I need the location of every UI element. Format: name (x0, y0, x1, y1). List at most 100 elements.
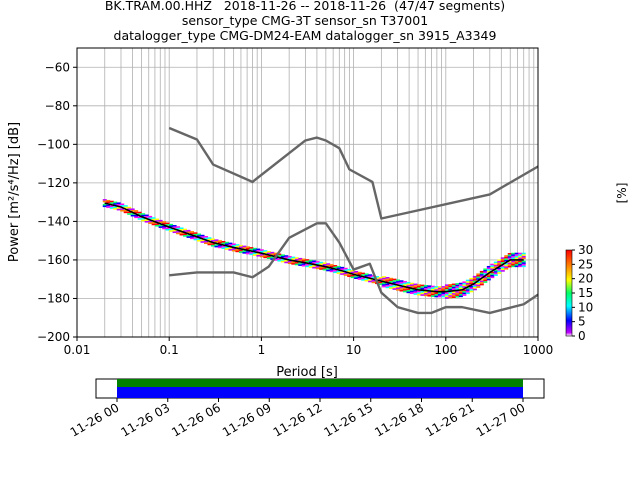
heatmap-cell (224, 248, 229, 250)
heatmap-cell (420, 292, 425, 295)
heatmap-cell (137, 213, 142, 215)
heatmap-cell (252, 254, 257, 256)
heatmap-cell (326, 269, 331, 272)
heatmap-cell (430, 295, 435, 297)
heatmap-cell (462, 284, 467, 287)
heatmap-cell (486, 267, 491, 270)
heatmap-cell (409, 282, 414, 285)
heatmap-cell (500, 260, 505, 263)
heatmap-cell (172, 231, 177, 234)
heatmap-cell (242, 247, 247, 249)
heatmap-cell (312, 262, 317, 264)
heatmap-cell (469, 289, 474, 291)
heatmap-cell (371, 279, 376, 282)
timeline-tick-label: 11-26 00 (68, 400, 122, 439)
heatmap-cell (224, 246, 229, 249)
x-tick-label: 1000 (523, 343, 554, 357)
heatmap-cell (113, 207, 118, 210)
heatmap-cell (277, 253, 282, 256)
heatmap-cell (427, 286, 432, 289)
heatmap-cell (472, 279, 477, 281)
heatmap-cell (476, 283, 481, 285)
heatmap-cell (483, 278, 488, 280)
heatmap-cell (444, 295, 449, 298)
heatmap-cell (420, 294, 425, 296)
heatmap-cell (329, 268, 334, 271)
heatmap-cell (476, 278, 481, 280)
heatmap-cell (472, 277, 477, 280)
heatmap-cell (207, 238, 212, 241)
heatmap-cell (315, 261, 320, 263)
y-tick-label: −80 (45, 99, 70, 113)
heatmap-cell (343, 274, 348, 276)
heatmap-cell (210, 238, 215, 241)
heatmap-cell (333, 269, 338, 272)
heatmap-cell (357, 271, 362, 274)
heatmap-cell (137, 216, 142, 219)
heatmap-cell (151, 223, 156, 226)
heatmap-cell (371, 276, 376, 279)
x-tick-label: 0.1 (160, 343, 179, 357)
heatmap-cell (343, 267, 348, 270)
heatmap-cell (476, 276, 481, 279)
heatmap-cell (511, 263, 516, 266)
heatmap-cell (490, 271, 495, 274)
plot-frame (76, 47, 539, 338)
heatmap-cell (406, 289, 411, 292)
heatmap-cell (479, 282, 484, 284)
heatmap-cell (483, 279, 488, 282)
heatmap-cell (403, 287, 408, 290)
heatmap-cell (228, 242, 233, 245)
heatmap-cell (497, 270, 502, 273)
heatmap-cell (287, 256, 292, 258)
heatmap-cell (162, 226, 167, 228)
heatmap-cell (273, 259, 278, 261)
colorbar-tick-label: 0 (578, 329, 586, 343)
heatmap-cell (354, 270, 359, 273)
heatmap-cell (280, 254, 285, 256)
heatmap-cell (308, 261, 313, 264)
heatmap-cell (183, 228, 188, 231)
heatmap-cell (179, 229, 184, 231)
heatmap-cell (162, 227, 167, 230)
heatmap-cell (120, 203, 125, 206)
heatmap-cell (437, 295, 442, 298)
heatmap-cell (350, 276, 355, 279)
heatmap-cell (490, 274, 495, 277)
heatmap-cell (497, 269, 502, 271)
heatmap-cell (511, 265, 516, 268)
heatmap-cell (130, 208, 135, 211)
y-tick-label: −200 (37, 330, 70, 344)
heatmap-cell (172, 225, 177, 227)
heatmap-cell (210, 243, 215, 245)
heatmap-cell (259, 255, 264, 258)
heatmap-cell (504, 255, 509, 257)
heatmap-cell (319, 263, 324, 266)
heatmap-cell (179, 232, 184, 234)
heatmap-cell (497, 262, 502, 265)
heatmap-cell (284, 255, 289, 257)
heatmap-cell (385, 276, 390, 279)
heatmap-cell (270, 256, 275, 259)
heatmap-cell (521, 254, 526, 256)
heatmap-cell (483, 276, 488, 279)
heatmap-cell (486, 273, 491, 276)
heatmap-cell (245, 251, 250, 253)
heatmap-cell (116, 208, 121, 211)
heatmap-cell (113, 201, 118, 204)
heatmap-cell (507, 264, 512, 266)
heatmap-cell (364, 273, 369, 276)
heatmap-cell (382, 276, 387, 278)
heatmap-cell (259, 249, 264, 251)
heatmap-cell (193, 238, 198, 241)
heatmap-cell (486, 275, 491, 278)
heatmap-cell (333, 266, 338, 269)
heatmap-cell (382, 279, 387, 281)
x-tick-label: 10 (346, 343, 361, 357)
heatmap-cell (427, 291, 432, 294)
heatmap-cell (458, 295, 463, 298)
heatmap-cell (521, 260, 526, 263)
heatmap-cell (413, 283, 418, 286)
heatmap-cell (479, 278, 484, 281)
heatmap-cell (301, 263, 306, 265)
